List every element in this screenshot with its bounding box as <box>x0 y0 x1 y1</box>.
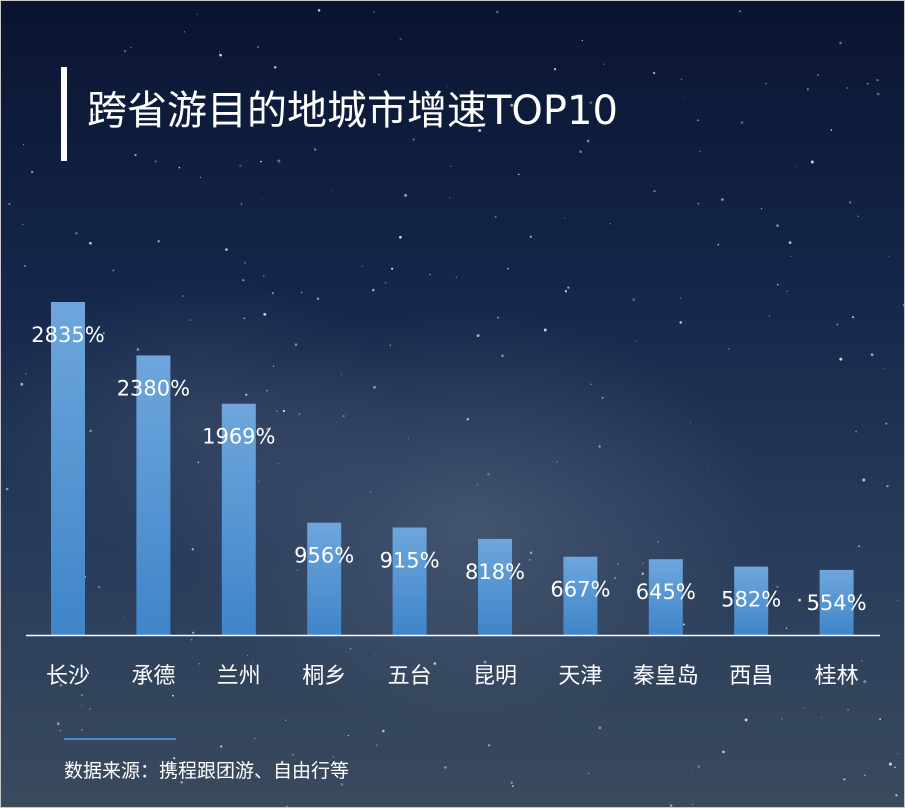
data-label: 1969% <box>202 425 275 449</box>
data-label: 582% <box>721 588 781 612</box>
bar-天津 <box>563 556 598 635</box>
data-label: 667% <box>550 578 610 602</box>
data-label: 554% <box>807 591 867 615</box>
data-label: 2835% <box>31 323 104 347</box>
category-label: 桐乡 <box>302 664 346 689</box>
bar-西昌 <box>734 566 769 635</box>
category-label: 秦皇岛 <box>633 664 699 689</box>
bar-昆明 <box>478 538 512 635</box>
category-label: 五台 <box>388 664 432 689</box>
category-label: 兰州 <box>217 664 261 689</box>
bar-长沙 <box>51 302 85 635</box>
bar-秦皇岛 <box>648 559 683 635</box>
bar-桂林 <box>819 569 854 635</box>
bar-桐乡 <box>307 522 342 635</box>
data-label: 956% <box>294 544 354 568</box>
bar-五台 <box>392 527 427 635</box>
chart-title: 跨省游目的地城市增速TOP10 <box>87 88 618 134</box>
category-label: 桂林 <box>815 664 859 689</box>
title-accent-bar <box>61 67 67 161</box>
data-label: 915% <box>380 549 440 573</box>
category-label: 长沙 <box>46 664 90 689</box>
source-accent-line <box>64 738 176 740</box>
data-label: 645% <box>636 580 696 604</box>
bar-承德 <box>136 355 171 635</box>
data-source-note: 数据来源：携程跟团游、自由行等 <box>64 760 350 782</box>
bar-兰州 <box>221 403 256 635</box>
category-label: 西昌 <box>729 664 773 689</box>
category-label: 昆明 <box>473 664 517 689</box>
data-label: 818% <box>465 560 525 584</box>
category-label: 天津 <box>558 664 602 689</box>
category-label: 承德 <box>131 664 175 689</box>
data-label: 2380% <box>117 376 190 400</box>
